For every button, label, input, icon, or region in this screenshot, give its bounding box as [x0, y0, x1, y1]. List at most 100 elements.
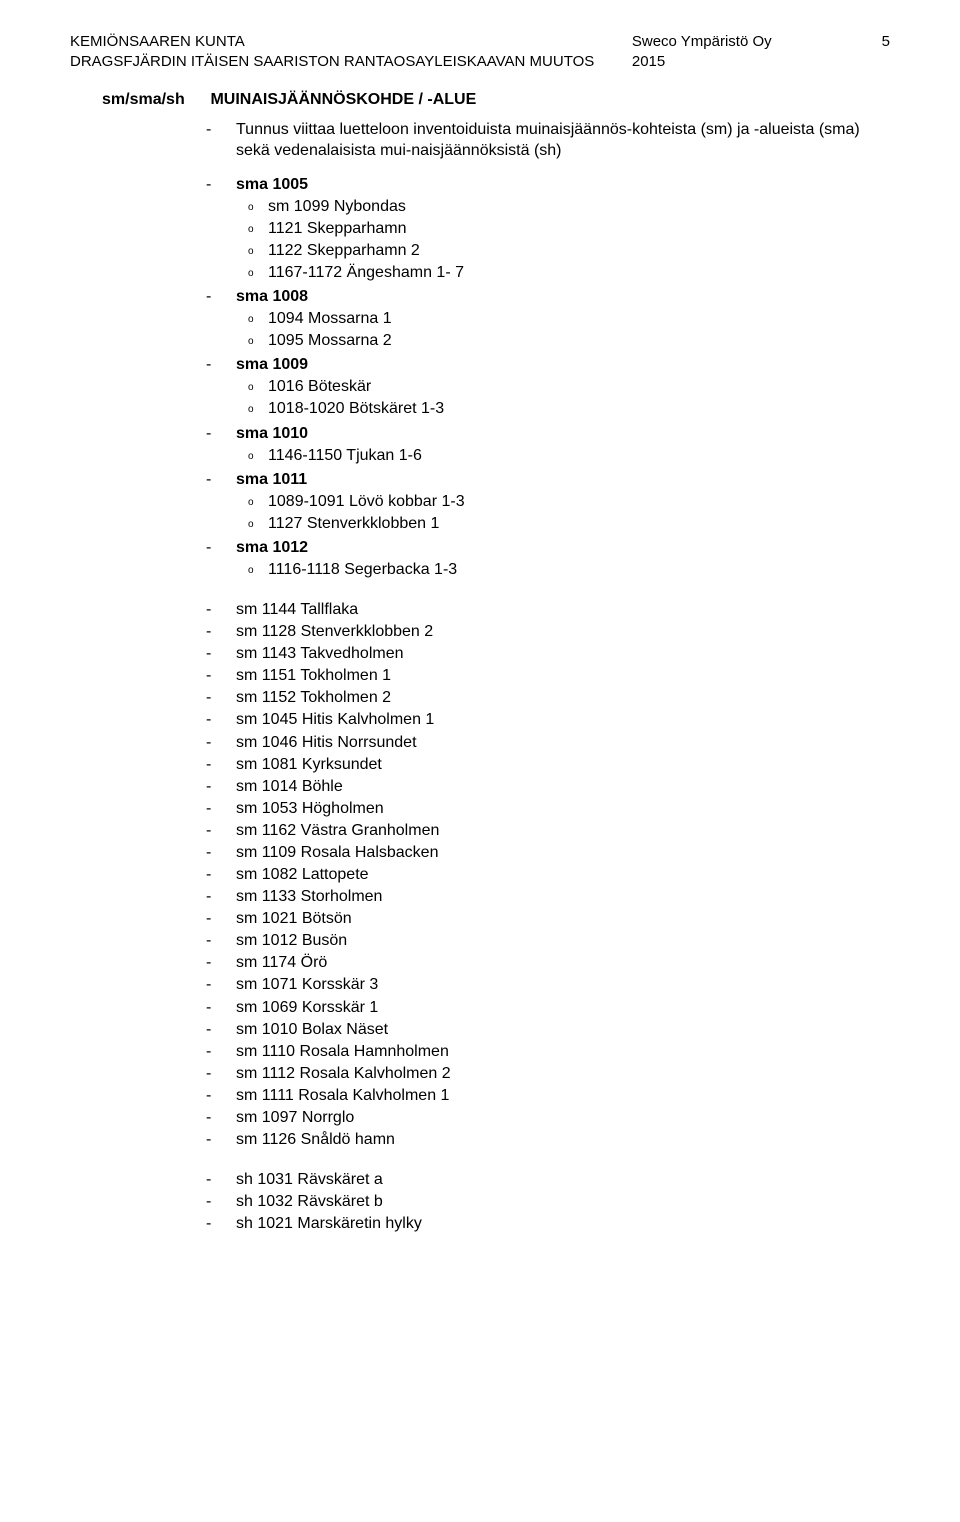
- dash-icon: -: [206, 952, 211, 974]
- sma-group: -sma 1008o1094 Mossarna 1o1095 Mossarna …: [236, 286, 890, 352]
- sm-item-text: sm 1071 Korsskär 3: [236, 976, 378, 993]
- sm-item-text: sm 1097 Norrglo: [236, 1109, 354, 1126]
- sma-subitem: o1095 Mossarna 2: [268, 330, 890, 352]
- dash-icon: -: [206, 1129, 211, 1151]
- dash-icon: -: [206, 908, 211, 930]
- dash-icon: -: [206, 1019, 211, 1041]
- sma-group: -sma 1010o1146-1150 Tjukan 1-6: [236, 423, 890, 467]
- sm-item: -sm 1014 Böhle: [236, 776, 890, 798]
- sma-subitems: o1116-1118 Segerbacka 1-3: [268, 559, 890, 581]
- sm-item-text: sm 1045 Hitis Kalvholmen 1: [236, 711, 434, 728]
- dash-icon: -: [206, 537, 211, 559]
- sm-item: -sm 1053 Högholmen: [236, 798, 890, 820]
- sm-item-text: sm 1010 Bolax Näset: [236, 1021, 388, 1038]
- sm-list: -sm 1144 Tallflaka-sm 1128 Stenverkklobb…: [236, 599, 890, 1151]
- header-left: KEMIÖNSAAREN KUNTA DRAGSFJÄRDIN ITÄISEN …: [70, 32, 594, 73]
- dash-icon: -: [206, 820, 211, 842]
- sm-item-text: sm 1174 Örö: [236, 954, 327, 971]
- org-name: KEMIÖNSAAREN KUNTA: [70, 32, 594, 52]
- sma-subitems: osm 1099 Nybondaso1121 Skepparhamno1122 …: [268, 196, 890, 284]
- dash-icon: -: [206, 469, 211, 491]
- sh-item-text: sh 1032 Rävskäret b: [236, 1193, 383, 1210]
- company-name: Sweco Ympäristö Oy: [632, 32, 772, 52]
- dash-icon: -: [206, 286, 211, 308]
- sm-item: -sm 1143 Takvedholmen: [236, 643, 890, 665]
- sma-subitem-text: sm 1099 Nybondas: [268, 198, 406, 215]
- section-heading: sm/sma/sh MUINAISJÄÄNNÖSKOHDE / -ALUE: [102, 91, 890, 109]
- doc-year: 2015: [632, 52, 890, 72]
- sm-item: -sm 1045 Hitis Kalvholmen 1: [236, 709, 890, 731]
- sm-item-text: sm 1128 Stenverkklobben 2: [236, 623, 433, 640]
- sma-subitem: o1122 Skepparhamn 2: [268, 240, 890, 262]
- dash-icon: -: [206, 1063, 211, 1085]
- sm-item-text: sm 1014 Böhle: [236, 778, 343, 795]
- dash-icon: -: [206, 842, 211, 864]
- sh-list: -sh 1031 Rävskäret a-sh 1032 Rävskäret b…: [236, 1169, 890, 1235]
- sm-item: -sm 1021 Bötsön: [236, 908, 890, 930]
- sm-item: -sm 1111 Rosala Kalvholmen 1: [236, 1085, 890, 1107]
- sma-subitem: o1121 Skepparhamn: [268, 218, 890, 240]
- sm-item: -sm 1071 Korsskär 3: [236, 974, 890, 996]
- dash-icon: -: [206, 1213, 211, 1235]
- sma-subitem: o1089-1091 Lövö kobbar 1-3: [268, 491, 890, 513]
- bullet-icon: o: [248, 450, 254, 464]
- sma-subitem-text: 1127 Stenverkklobben 1: [268, 515, 439, 532]
- sm-item-text: sm 1143 Takvedholmen: [236, 645, 404, 662]
- dash-icon: -: [206, 798, 211, 820]
- sm-item: -sm 1097 Norrglo: [236, 1107, 890, 1129]
- dash-icon: -: [206, 687, 211, 709]
- dash-icon: -: [206, 423, 211, 445]
- sma-group-label: sma 1005: [236, 176, 308, 193]
- page-header: KEMIÖNSAAREN KUNTA DRAGSFJÄRDIN ITÄISEN …: [70, 32, 890, 73]
- sm-item-text: sm 1069 Korsskär 1: [236, 999, 378, 1016]
- bullet-icon: o: [248, 245, 254, 259]
- sma-subitem: o1146-1150 Tjukan 1-6: [268, 445, 890, 467]
- sma-subitems: o1089-1091 Lövö kobbar 1-3o1127 Stenverk…: [268, 491, 890, 535]
- bullet-icon: o: [248, 335, 254, 349]
- dash-icon: -: [206, 174, 211, 196]
- sm-item-text: sm 1133 Storholmen: [236, 888, 382, 905]
- sma-subitem: o1167-1172 Ängeshamn 1- 7: [268, 262, 890, 284]
- sh-item: -sh 1021 Marskäretin hylky: [236, 1213, 890, 1235]
- sm-item-text: sm 1144 Tallflaka: [236, 601, 358, 618]
- dash-icon: -: [206, 864, 211, 886]
- sma-group-label: sma 1012: [236, 539, 308, 556]
- dash-icon: -: [206, 997, 211, 1019]
- sma-group: -sma 1005osm 1099 Nybondaso1121 Skepparh…: [236, 174, 890, 284]
- sm-item: -sm 1012 Busön: [236, 930, 890, 952]
- sm-item-text: sm 1046 Hitis Norrsundet: [236, 734, 417, 751]
- sma-subitems: o1016 Böteskäro1018-1020 Bötskäret 1-3: [268, 376, 890, 420]
- sm-item: -sm 1174 Örö: [236, 952, 890, 974]
- sm-item: -sm 1126 Snåldö hamn: [236, 1129, 890, 1151]
- sma-group: -sma 1012o1116-1118 Segerbacka 1-3: [236, 537, 890, 581]
- sma-group: -sma 1009o1016 Böteskäro1018-1020 Bötskä…: [236, 354, 890, 420]
- dash-icon: -: [206, 1169, 211, 1191]
- dash-icon: -: [206, 754, 211, 776]
- sma-subitem-text: 1018-1020 Bötskäret 1-3: [268, 400, 444, 417]
- sm-item-text: sm 1012 Busön: [236, 932, 347, 949]
- sm-item-text: sm 1053 Högholmen: [236, 800, 384, 817]
- sh-item-text: sh 1021 Marskäretin hylky: [236, 1215, 422, 1232]
- page-number: 5: [882, 32, 890, 52]
- dash-icon: -: [206, 930, 211, 952]
- section-description: Tunnus viittaa luetteloon inventoiduista…: [236, 121, 860, 160]
- sma-subitem: o1094 Mossarna 1: [268, 308, 890, 330]
- sma-subitem-text: 1095 Mossarna 2: [268, 332, 392, 349]
- dash-icon: -: [206, 1085, 211, 1107]
- dash-icon: -: [206, 886, 211, 908]
- dash-icon: -: [206, 1041, 211, 1063]
- sma-groups: - sma 1005 o sm 1099 Nybondas o1121 Skepparh…: [70, 174, 890, 581]
- sm-item: -sm 1128 Stenverkklobben 2: [236, 621, 890, 643]
- dash-icon: -: [206, 1107, 211, 1129]
- dash-icon: -: [206, 776, 211, 798]
- dash-icon: -: [206, 599, 211, 621]
- sm-item-text: sm 1152 Tokholmen 2: [236, 689, 391, 706]
- sm-item: -sm 1110 Rosala Hamnholmen: [236, 1041, 890, 1063]
- dash-icon: -: [206, 1191, 211, 1213]
- sma-subitem: o1016 Böteskär: [268, 376, 890, 398]
- sm-item-text: sm 1111 Rosala Kalvholmen 1: [236, 1087, 449, 1104]
- sm-item: -sm 1069 Korsskär 1: [236, 997, 890, 1019]
- bullet-icon: o: [248, 223, 254, 237]
- sm-item: -sm 1162 Västra Granholmen: [236, 820, 890, 842]
- sh-item: -sh 1032 Rävskäret b: [236, 1191, 890, 1213]
